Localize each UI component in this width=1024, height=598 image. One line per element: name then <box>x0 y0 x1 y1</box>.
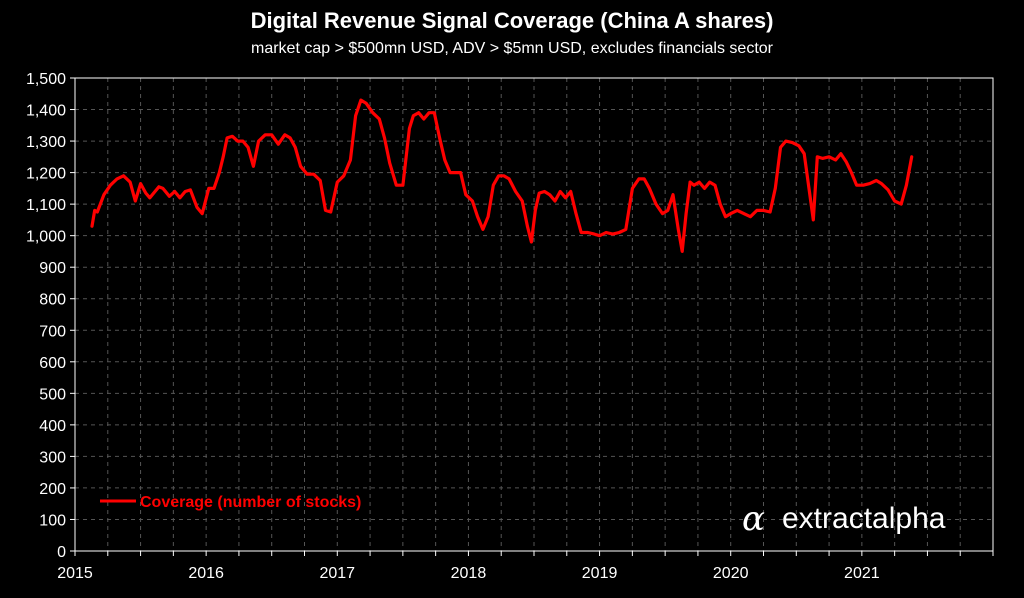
grid-lines <box>75 78 993 551</box>
y-tick-label: 1,200 <box>26 166 66 183</box>
y-tick-label: 1,100 <box>26 197 66 214</box>
coverage-series-line <box>90 98 914 253</box>
y-tick-label: 300 <box>39 449 66 466</box>
plot-frame <box>74 77 994 552</box>
brand-logo: α extractalpha <box>742 499 946 539</box>
y-tick-label: 800 <box>39 292 66 309</box>
chart-title: Digital Revenue Signal Coverage (China A… <box>250 8 774 33</box>
y-tick-label: 500 <box>39 386 66 403</box>
y-tick-label: 1,000 <box>26 229 66 246</box>
legend: Coverage (number of stocks) <box>100 494 361 511</box>
y-tick-label: 600 <box>39 355 66 372</box>
y-axis-ticks: 0 100 200 300 400 500 600 700 800 900 1,000 1,100 1,… <box>26 71 75 561</box>
y-tick-label: 400 <box>39 418 66 435</box>
y-tick-label: 700 <box>39 323 66 340</box>
y-tick-label: 900 <box>39 260 66 277</box>
x-axis-ticks: 2015 2016 2017 2018 2019 2020 2021 <box>57 551 994 582</box>
x-tick-label: 2018 <box>451 565 487 582</box>
alpha-logo-icon: α <box>742 499 765 539</box>
x-tick-label: 2020 <box>713 565 749 582</box>
x-tick-label: 2015 <box>57 565 93 582</box>
y-tick-label: 0 <box>57 544 66 561</box>
x-tick-label: 2017 <box>319 565 355 582</box>
y-tick-label: 1,300 <box>26 134 66 151</box>
y-tick-label: 200 <box>39 481 66 498</box>
series-group <box>90 98 914 253</box>
brand-name: extractalpha <box>782 502 946 535</box>
x-tick-label: 2016 <box>188 565 224 582</box>
x-tick-label: 2021 <box>844 565 880 582</box>
y-tick-label: 100 <box>39 512 66 529</box>
y-tick-label: 1,500 <box>26 71 66 88</box>
legend-label: Coverage (number of stocks) <box>140 494 361 511</box>
x-tick-label: 2019 <box>582 565 618 582</box>
chart-subtitle: market cap > $500mn USD, ADV > $5mn USD,… <box>250 40 773 57</box>
y-tick-label: 1,400 <box>26 103 66 120</box>
